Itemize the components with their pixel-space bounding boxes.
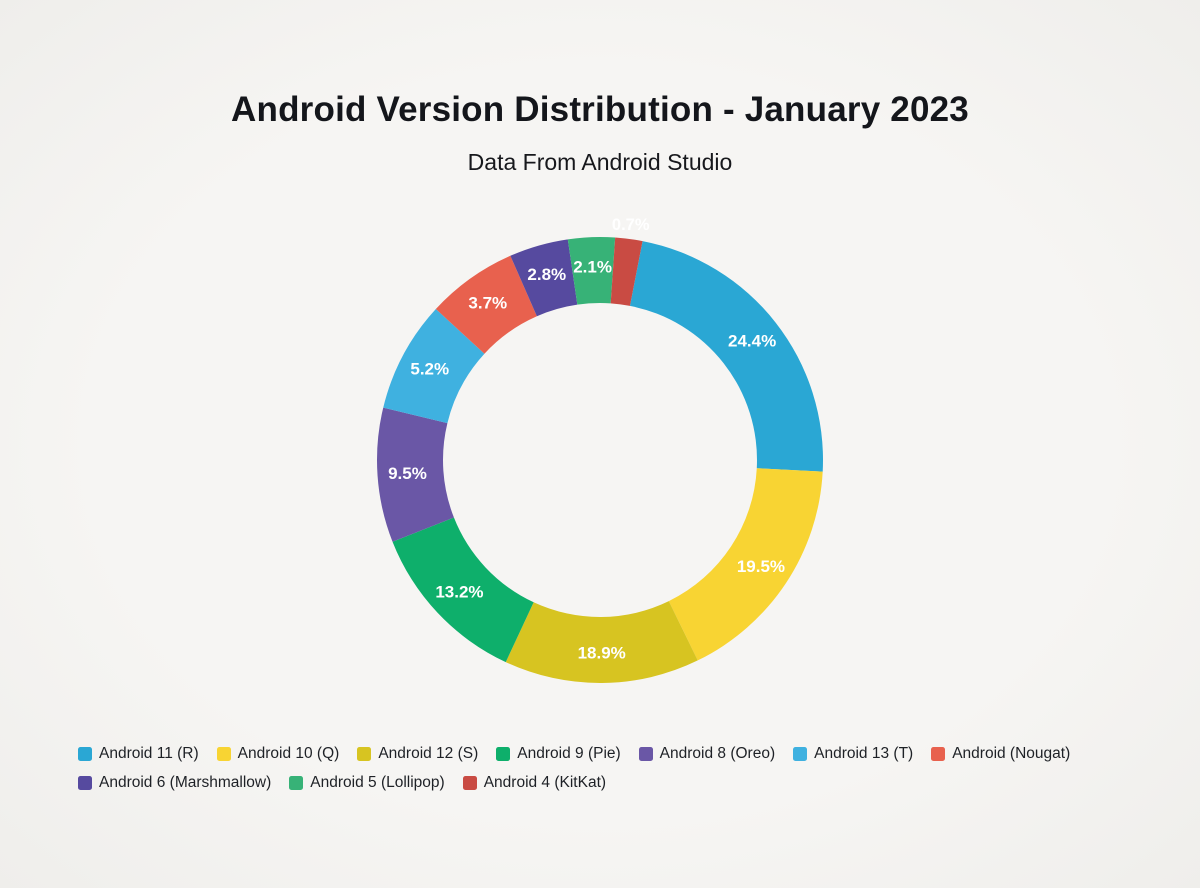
slice-label-android-12-s: 18.9% xyxy=(578,643,626,662)
slice-label-android-4-kitkat: 0.7% xyxy=(612,216,650,234)
slice-label-android-13-t: 5.2% xyxy=(410,360,449,379)
legend-swatch-android-12-s xyxy=(357,747,372,761)
slice-android-4-kitkat xyxy=(610,237,643,306)
slice-label-android-8-oreo: 9.5% xyxy=(388,464,427,483)
slice-label-android-5-lollipop: 2.1% xyxy=(573,258,612,277)
slice-android-6-marshmallow xyxy=(510,239,578,317)
legend-item-android-10-q: Android 10 (Q) xyxy=(216,745,340,763)
legend-label: Android 9 (Pie) xyxy=(517,745,621,762)
legend-item-android-4-kitkat: Android 4 (KitKat) xyxy=(462,774,607,792)
slice-android-10-q xyxy=(668,468,823,661)
legend-item-android-9-pie: Android 9 (Pie) xyxy=(496,745,621,763)
slice-android-8-oreo xyxy=(377,407,454,542)
slice-android-11-r xyxy=(629,241,824,472)
slice-label-android-6-marshmallow: 2.8% xyxy=(527,265,566,284)
legend-label: Android 5 (Lollipop) xyxy=(310,774,445,791)
legend-label: Android 13 (T) xyxy=(814,745,914,762)
legend-label: Android 12 (S) xyxy=(378,745,479,762)
slice-android-nougat xyxy=(435,255,537,354)
slice-android-12-s xyxy=(505,601,698,683)
legend-swatch-android-9-pie xyxy=(496,747,511,761)
legend-label: Android 6 (Marshmallow) xyxy=(99,774,272,791)
legend-label: Android 8 (Oreo) xyxy=(659,745,776,762)
chart-legend: Android 11 (R) Android 10 (Q) Android 12 (… xyxy=(78,745,1144,792)
legend-item-android-13-t: Android 13 (T) xyxy=(793,745,913,763)
slice-android-5-lollipop xyxy=(567,237,616,305)
donut-chart: 24.4% 19.5% 18.9% 13.2% 9.5% 5.2% 3.7% 2.8% 2.1%… xyxy=(377,216,824,683)
legend-swatch-android-11-r xyxy=(78,747,92,761)
legend-swatch-android-5-lollipop xyxy=(289,776,304,790)
slice-android-13-t xyxy=(383,309,485,424)
legend-label: Android 4 (KitKat) xyxy=(483,774,607,791)
chart-subtitle: Data From Android Studio xyxy=(467,149,733,175)
slice-label-android-9-pie: 13.2% xyxy=(435,583,483,602)
legend-item-android-6-marshmallow: Android 6 (Marshmallow) xyxy=(78,774,271,792)
legend-swatch-android-10-q xyxy=(216,747,231,761)
legend-item-android-8-oreo: Android 8 (Oreo) xyxy=(638,745,776,763)
legend-label: Android 10 (Q) xyxy=(237,745,340,762)
slice-label-android-nougat: 3.7% xyxy=(468,293,507,312)
legend-label: Android 11 (R) xyxy=(99,745,199,762)
legend-item-android-nougat: Android (Nougat) xyxy=(931,745,1070,763)
slice-label-android-10-q: 19.5% xyxy=(737,557,785,576)
legend-swatch-android-4-kitkat xyxy=(462,776,477,790)
legend-item-android-5-lollipop: Android 5 (Lollipop) xyxy=(289,774,445,792)
legend-item-android-12-s: Android 12 (S) xyxy=(357,745,478,763)
legend-swatch-android-8-oreo xyxy=(638,747,653,761)
chart-title: Android Version Distribution - January 2… xyxy=(231,90,969,129)
legend-item-android-11-r: Android 11 (R) xyxy=(78,745,199,763)
slice-label-android-11-r: 24.4% xyxy=(728,332,776,351)
slice-android-9-pie xyxy=(392,517,534,663)
legend-swatch-android-nougat xyxy=(931,747,946,761)
legend-swatch-android-13-t xyxy=(793,747,808,761)
legend-label: Android (Nougat) xyxy=(952,745,1071,762)
legend-swatch-android-6-marshmallow xyxy=(78,776,92,790)
